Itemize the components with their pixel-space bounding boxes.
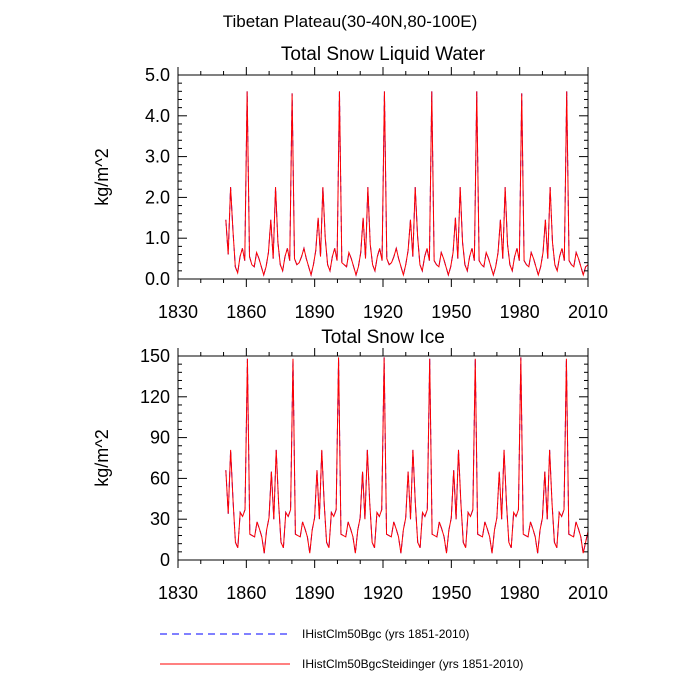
y-tick-label: 4.0 — [145, 106, 170, 126]
y-tick-label: 3.0 — [145, 147, 170, 167]
x-tick-label: 1920 — [363, 583, 403, 603]
x-tick-label: 2010 — [568, 583, 608, 603]
legend-label-bgc: IHistClm50Bgc (yrs 1851-2010) — [302, 627, 469, 641]
panel-title: Total Snow Ice — [321, 327, 445, 348]
y-axis-label: kg/m^2 — [92, 429, 112, 486]
series-steidinger-line — [225, 357, 589, 554]
x-tick-label: 1890 — [295, 583, 335, 603]
x-tick-label: 1980 — [500, 583, 540, 603]
legend-item-steidinger: IHistClm50BgcSteidinger (yrs 1851-2010) — [160, 657, 523, 671]
snow-liquid-water-panel: 0.0 1.0 2.0 3.0 4.0 5.0 1830 1860 1890 1920 1950 19… — [92, 44, 608, 322]
x-tick-label: 1950 — [431, 302, 471, 322]
y-tick-label: 5.0 — [145, 65, 170, 85]
legend-item-bgc: IHistClm50Bgc (yrs 1851-2010) — [160, 627, 469, 641]
y-tick-label: 30 — [150, 509, 170, 529]
x-tick-label: 1860 — [226, 302, 266, 322]
y-axis-label: kg/m^2 — [92, 148, 112, 205]
y-tick-label: 1.0 — [145, 228, 170, 248]
series-bgc-line — [225, 91, 589, 277]
figure-title: Tibetan Plateau(30-40N,80-100E) — [223, 12, 478, 31]
x-tick-label: 1830 — [158, 583, 198, 603]
y-tick-label: 0.0 — [145, 269, 170, 289]
legend: IHistClm50Bgc (yrs 1851-2010) IHistClm50… — [160, 627, 523, 671]
y-tick-label: 60 — [150, 468, 170, 488]
y-tick-label: 0 — [160, 550, 170, 570]
panel-title: Total Snow Liquid Water — [281, 44, 486, 65]
x-tick-label: 1950 — [431, 583, 471, 603]
x-tick-label: 1890 — [295, 302, 335, 322]
y-tick-label: 150 — [140, 346, 170, 366]
x-tick-label: 1830 — [158, 302, 198, 322]
x-tick-label: 1980 — [500, 302, 540, 322]
y-tick-label: 90 — [150, 428, 170, 448]
snow-ice-panel: 0 30 60 90 120 150 1830 1860 1890 1920 1950 1980 201… — [92, 327, 608, 603]
x-tick-label: 1860 — [226, 583, 266, 603]
legend-label-steidinger: IHistClm50BgcSteidinger (yrs 1851-2010) — [302, 657, 523, 671]
y-tick-label: 2.0 — [145, 187, 170, 207]
x-tick-label: 1920 — [363, 302, 403, 322]
y-tick-label: 120 — [140, 387, 170, 407]
series-steidinger-line — [225, 91, 589, 277]
x-tick-label: 2010 — [568, 302, 608, 322]
